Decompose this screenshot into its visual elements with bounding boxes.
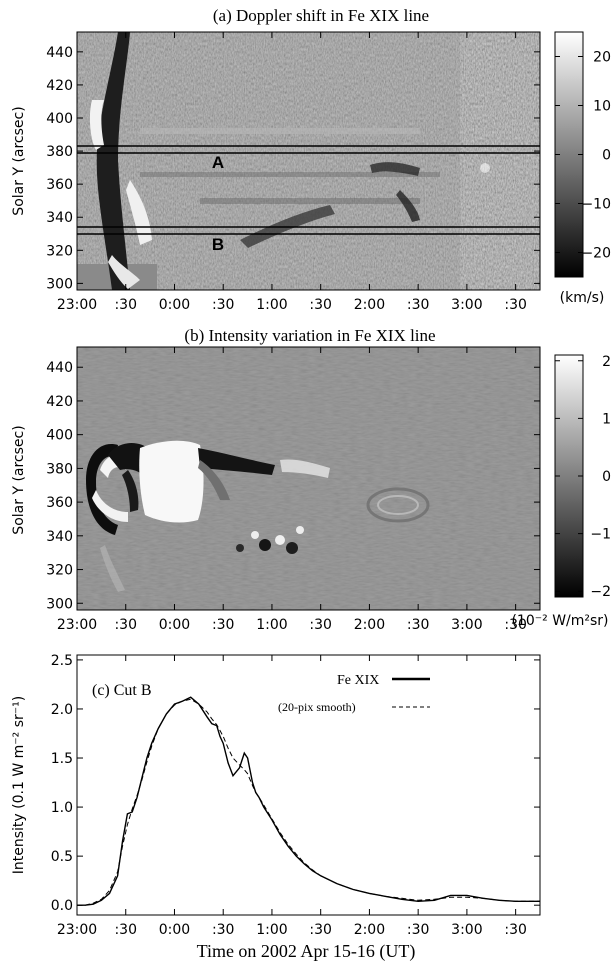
panel-b-xtick-label: 3:00: [451, 617, 482, 633]
panel-c: 0.0 0.5 1.0 1.5 2.0 2.5 23:00 :30 0:00 :30 1:00 :3…: [11, 653, 541, 962]
panel-a-xtick-label: 1:00: [256, 297, 287, 313]
panel-c-xtick-label: 1:00: [256, 922, 287, 938]
panel-b-xtick-label: :30: [212, 617, 235, 633]
panel-c-ylabel: Intensity (0.1 W m⁻² sr⁻¹): [11, 696, 27, 874]
panel-a-xtick-label: 0:00: [159, 297, 190, 313]
panel-b-cbtick-label: 2: [602, 354, 611, 370]
panel-b-frame: [76, 346, 541, 611]
legend: Fe XIX (20-pix smooth): [278, 673, 430, 714]
panel-b-cbtick-label: −2: [590, 584, 611, 600]
panel-b-ytick-label: 320: [46, 563, 73, 579]
panel-b-xtick-label: :30: [407, 617, 430, 633]
panel-a-title: (a) Doppler shift in Fe XIX line: [213, 6, 429, 25]
panel-a-colorbar-ticks: 20 10 0 −10 −20: [555, 50, 611, 262]
panel-b-xtick-label: 1:00: [256, 617, 287, 633]
panel-c-xtick-label: 3:00: [451, 922, 482, 938]
panel-a-cbtick-label: −10: [581, 197, 611, 213]
panel-a-xtick-label: 2:00: [354, 297, 385, 313]
panel-b-colorbar-ticks: 2 1 0 −1 −2: [555, 354, 611, 600]
panel-a-xtick-label: :30: [212, 297, 235, 313]
panel-a-ytick-label: 340: [46, 210, 73, 226]
panel-c-xtick-label: :30: [504, 922, 527, 938]
panel-a-cbtick-label: 10: [593, 99, 611, 115]
panel-c-frame: [76, 654, 541, 916]
panel-c-ytick-label: 2.0: [51, 702, 73, 718]
panel-a-ytick-label: 300: [46, 276, 73, 292]
intensity-heatmap: [77, 347, 540, 610]
panel-a-xtick-label: :30: [407, 297, 430, 313]
panel-c-xtick-label: :30: [309, 922, 332, 938]
panel-a-y-axis: 300 320 340 360 380 400 420 440: [46, 45, 540, 292]
panel-c-ytick-label: 1.0: [51, 800, 73, 816]
panel-a-xtick-label: :30: [309, 297, 332, 313]
panel-a-cbtick-label: 20: [593, 50, 611, 66]
panel-b-xtick-label: :30: [504, 617, 527, 633]
panel-b-x-axis: 23:00 :30 0:00 :30 1:00 :30 2:00 :30 3:00 :30: [57, 347, 527, 633]
panel-a-ytick-label: 420: [46, 78, 73, 94]
panel-a-ytick-label: 360: [46, 177, 73, 193]
panel-a-xtick-label: :30: [504, 297, 527, 313]
panel-c-ytick-label: 2.5: [51, 653, 73, 669]
panel-a-ytick-label: 380: [46, 144, 73, 160]
panel-b-colorbar-unit: (10⁻² W/m²sr): [511, 613, 608, 629]
panel-c-y-axis: 0.0 0.5 1.0 1.5 2.0 2.5: [51, 653, 540, 914]
panel-c-ytick-label: 0.5: [51, 849, 73, 865]
cut-a-label: A: [212, 153, 224, 172]
panel-c-xtick-label: 0:00: [159, 922, 190, 938]
panel-a-ytick-label: 440: [46, 45, 73, 61]
panel-b-cbtick-label: 1: [602, 411, 611, 427]
panel-b-cbtick-label: −1: [590, 527, 611, 543]
doppler-heatmap: [77, 32, 540, 290]
panel-a-xtick-label: :30: [114, 297, 137, 313]
panel-a-xtick-label: 3:00: [451, 297, 482, 313]
series-smoothed-line: [77, 698, 540, 906]
panel-a-frame: [76, 31, 541, 291]
series-fe-xix-line: [77, 696, 540, 906]
panel-a-cbtick-label: 0: [602, 148, 611, 164]
panel-b: (b) Intensity variation in Fe XIX line: [11, 326, 611, 633]
panel-b-ytick-label: 340: [46, 529, 73, 545]
panel-b-xtick-label: :30: [309, 617, 332, 633]
panel-b-ytick-label: 440: [46, 360, 73, 376]
panel-b-xtick-label: 0:00: [159, 617, 190, 633]
panel-c-xtick-label: :30: [114, 922, 137, 938]
panel-a: (a) Doppler shift in Fe XIX line: [11, 6, 611, 313]
panel-a-colorbar-unit: (km/s): [560, 290, 605, 306]
cut-b-label: B: [212, 235, 224, 254]
panel-b-xtick-label: :30: [114, 617, 137, 633]
panel-c-plot-area: [77, 696, 540, 906]
panel-b-ytick-label: 300: [46, 596, 73, 612]
panel-c-label: (c) Cut B: [92, 682, 152, 699]
cut-lines: A B: [77, 145, 540, 254]
panel-c-x-axis: 23:00 :30 0:00 :30 1:00 :30 2:00 :30 3:00 :30: [57, 655, 527, 938]
legend-solid-label: Fe XIX: [337, 673, 379, 688]
panel-b-title: (b) Intensity variation in Fe XIX line: [184, 326, 435, 345]
panel-b-cbtick-label: 0: [602, 469, 611, 485]
panel-b-ytick-label: 420: [46, 394, 73, 410]
panel-c-xtick-label: :30: [407, 922, 430, 938]
panel-b-xtick-label: 2:00: [354, 617, 385, 633]
panel-a-ytick-label: 400: [46, 111, 73, 127]
panel-a-cbtick-label: −20: [581, 246, 611, 262]
panel-a-xtick-label: 23:00: [57, 297, 97, 313]
panel-c-xtick-label: 2:00: [354, 922, 385, 938]
panel-c-xtick-label: :30: [212, 922, 235, 938]
panel-b-xtick-label: 23:00: [57, 617, 97, 633]
panel-b-y-axis: 300 320 340 360 380 400 420 440: [46, 360, 540, 612]
panel-c-xlabel: Time on 2002 Apr 15-16 (UT): [197, 941, 416, 962]
panel-a-ytick-label: 320: [46, 243, 73, 259]
panel-b-ylabel: Solar Y (arcsec): [11, 425, 27, 534]
panel-b-ytick-label: 360: [46, 495, 73, 511]
panel-a-x-axis: 23:00 :30 0:00 :30 1:00 :30 2:00 :30 3:00 :30: [57, 32, 527, 313]
panel-c-xtick-label: 23:00: [57, 922, 97, 938]
panel-b-ytick-label: 380: [46, 461, 73, 477]
panel-b-ytick-label: 400: [46, 428, 73, 444]
panel-c-ytick-label: 0.0: [51, 898, 73, 914]
legend-dashed-label: (20-pix smooth): [278, 700, 356, 714]
panel-c-ytick-label: 1.5: [51, 751, 73, 767]
panel-a-ylabel: Solar Y (arcsec): [11, 106, 27, 215]
